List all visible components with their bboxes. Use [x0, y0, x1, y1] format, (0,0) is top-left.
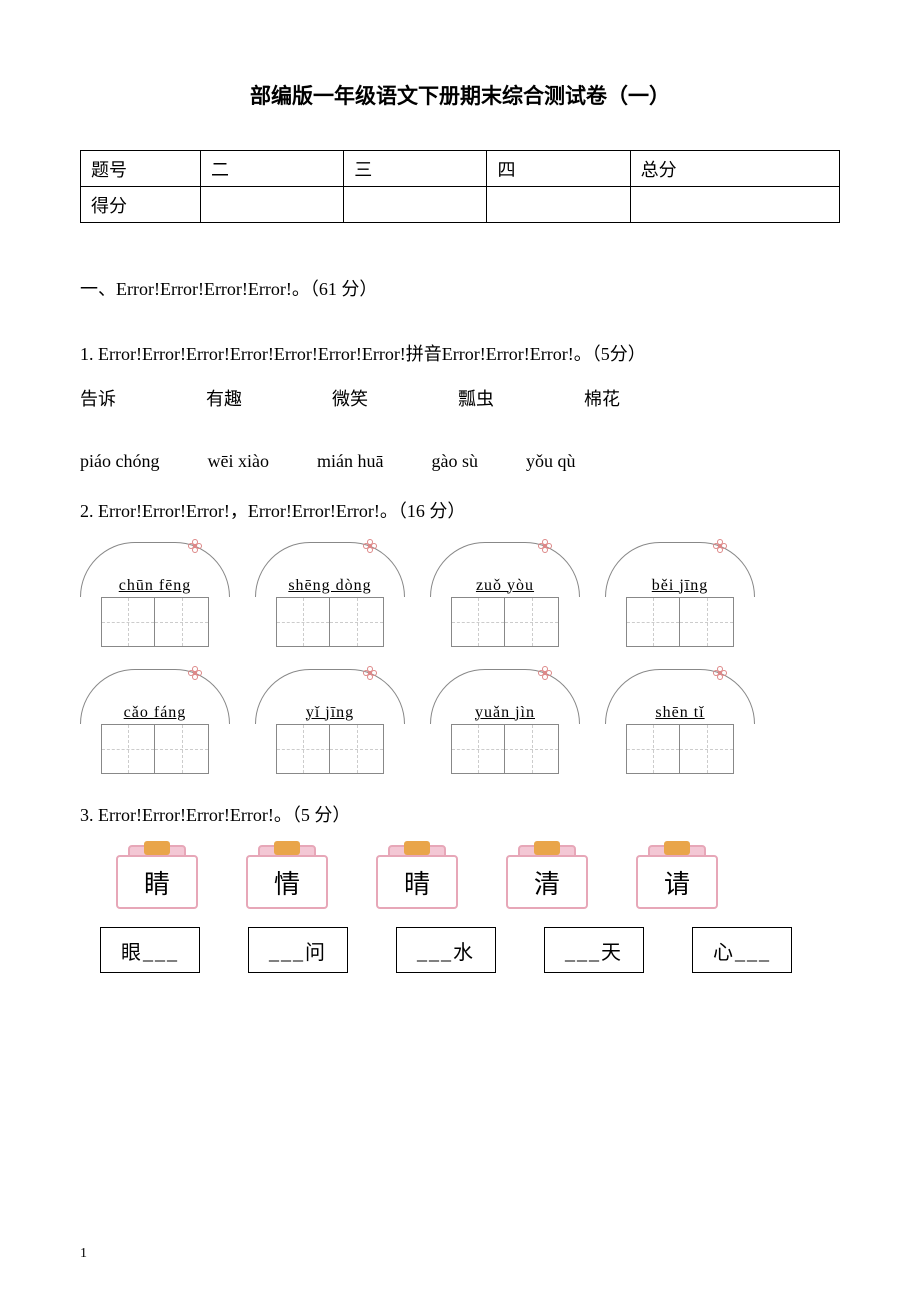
- word: 微笑: [332, 385, 368, 411]
- score-table: 题号 二 三 四 总分 得分: [80, 150, 840, 223]
- flower-icon: [712, 539, 728, 553]
- blank-row: 眼___ ___问 ___水 ___天 心___: [100, 927, 840, 973]
- q1-words: 告诉 有趣 微笑 瓢虫 棉花: [80, 385, 840, 411]
- table-row: 题号 二 三 四 总分: [81, 151, 840, 187]
- mushroom-row-2: cǎo fáng yǐ jīng yuǎn jìn shēn tǐ: [80, 669, 840, 774]
- writing-box: cǎo fáng: [80, 669, 230, 774]
- writing-box: yuǎn jìn: [430, 669, 580, 774]
- ornament-icon: [274, 841, 300, 855]
- writing-box: shēng dòng: [255, 542, 405, 647]
- writing-box: zuǒ yòu: [430, 542, 580, 647]
- header-cell: 四: [487, 151, 630, 187]
- page-title: 部编版一年级语文下册期末综合测试卷（一）: [80, 80, 840, 110]
- char-card: 清: [506, 845, 588, 909]
- word: 告诉: [80, 385, 116, 411]
- pinyin-label: zuǒ yòu: [431, 577, 579, 595]
- header-cell: 三: [344, 151, 487, 187]
- score-cell: 得分: [81, 187, 201, 223]
- char: 请: [636, 855, 718, 909]
- question-1: 1. Error!Error!Error!Error!Error!Error!E…: [80, 335, 840, 375]
- flower-icon: [537, 539, 553, 553]
- writing-box: yǐ jīng: [255, 669, 405, 774]
- char: 睛: [116, 855, 198, 909]
- flower-icon: [362, 539, 378, 553]
- ornament-icon: [664, 841, 690, 855]
- char: 晴: [376, 855, 458, 909]
- flower-icon: [187, 666, 203, 680]
- section-1-heading: 一、Error!Error!Error!Error!。（61 分）: [80, 273, 840, 305]
- writing-box: chūn fēng: [80, 542, 230, 647]
- word: 棉花: [584, 385, 620, 411]
- score-cell: [344, 187, 487, 223]
- ornament-icon: [404, 841, 430, 855]
- blank-box: ___天: [544, 927, 644, 973]
- score-cell: [201, 187, 344, 223]
- word: 有趣: [206, 385, 242, 411]
- mushroom-row-1: chūn fēng shēng dòng zuǒ yòu běi jīng: [80, 542, 840, 647]
- question-2: 2. Error!Error!Error!，Error!Error!Error!…: [80, 492, 840, 532]
- table-row: 得分: [81, 187, 840, 223]
- pinyin: yǒu qù: [526, 451, 576, 472]
- pinyin: piáo chóng: [80, 451, 159, 472]
- header-cell: 题号: [81, 151, 201, 187]
- pinyin: wēi xiào: [207, 451, 268, 472]
- blank-box: 心___: [692, 927, 792, 973]
- pinyin-label: cǎo fáng: [81, 704, 229, 722]
- ornament-icon: [144, 841, 170, 855]
- char: 情: [246, 855, 328, 909]
- pinyin-label: yǐ jīng: [256, 704, 404, 722]
- word: 瓢虫: [458, 385, 494, 411]
- flower-icon: [537, 666, 553, 680]
- char: 清: [506, 855, 588, 909]
- blank-box: ___问: [248, 927, 348, 973]
- pinyin-label: chūn fēng: [81, 577, 229, 595]
- blank-box: ___水: [396, 927, 496, 973]
- flower-icon: [362, 666, 378, 680]
- pinyin-label: shēng dòng: [256, 577, 404, 595]
- header-cell: 二: [201, 151, 344, 187]
- char-card: 晴: [376, 845, 458, 909]
- blank-box: 眼___: [100, 927, 200, 973]
- q1-pinyin: piáo chóng wēi xiào mián huā gào sù yǒu …: [80, 451, 840, 472]
- char-card: 情: [246, 845, 328, 909]
- pinyin-label: běi jīng: [606, 577, 754, 595]
- pinyin: gào sù: [431, 451, 478, 472]
- char-card-row: 睛 情 晴 清 请: [116, 845, 840, 909]
- header-cell: 总分: [630, 151, 839, 187]
- flower-icon: [712, 666, 728, 680]
- ornament-icon: [534, 841, 560, 855]
- page-number: 1: [80, 1246, 87, 1262]
- writing-box: běi jīng: [605, 542, 755, 647]
- score-cell: [630, 187, 839, 223]
- pinyin: mián huā: [317, 451, 383, 472]
- char-card: 请: [636, 845, 718, 909]
- pinyin-label: yuǎn jìn: [431, 704, 579, 722]
- score-cell: [487, 187, 630, 223]
- writing-box: shēn tǐ: [605, 669, 755, 774]
- flower-icon: [187, 539, 203, 553]
- pinyin-label: shēn tǐ: [606, 704, 754, 722]
- char-card: 睛: [116, 845, 198, 909]
- question-3: 3. Error!Error!Error!Error!。（5 分）: [80, 796, 840, 836]
